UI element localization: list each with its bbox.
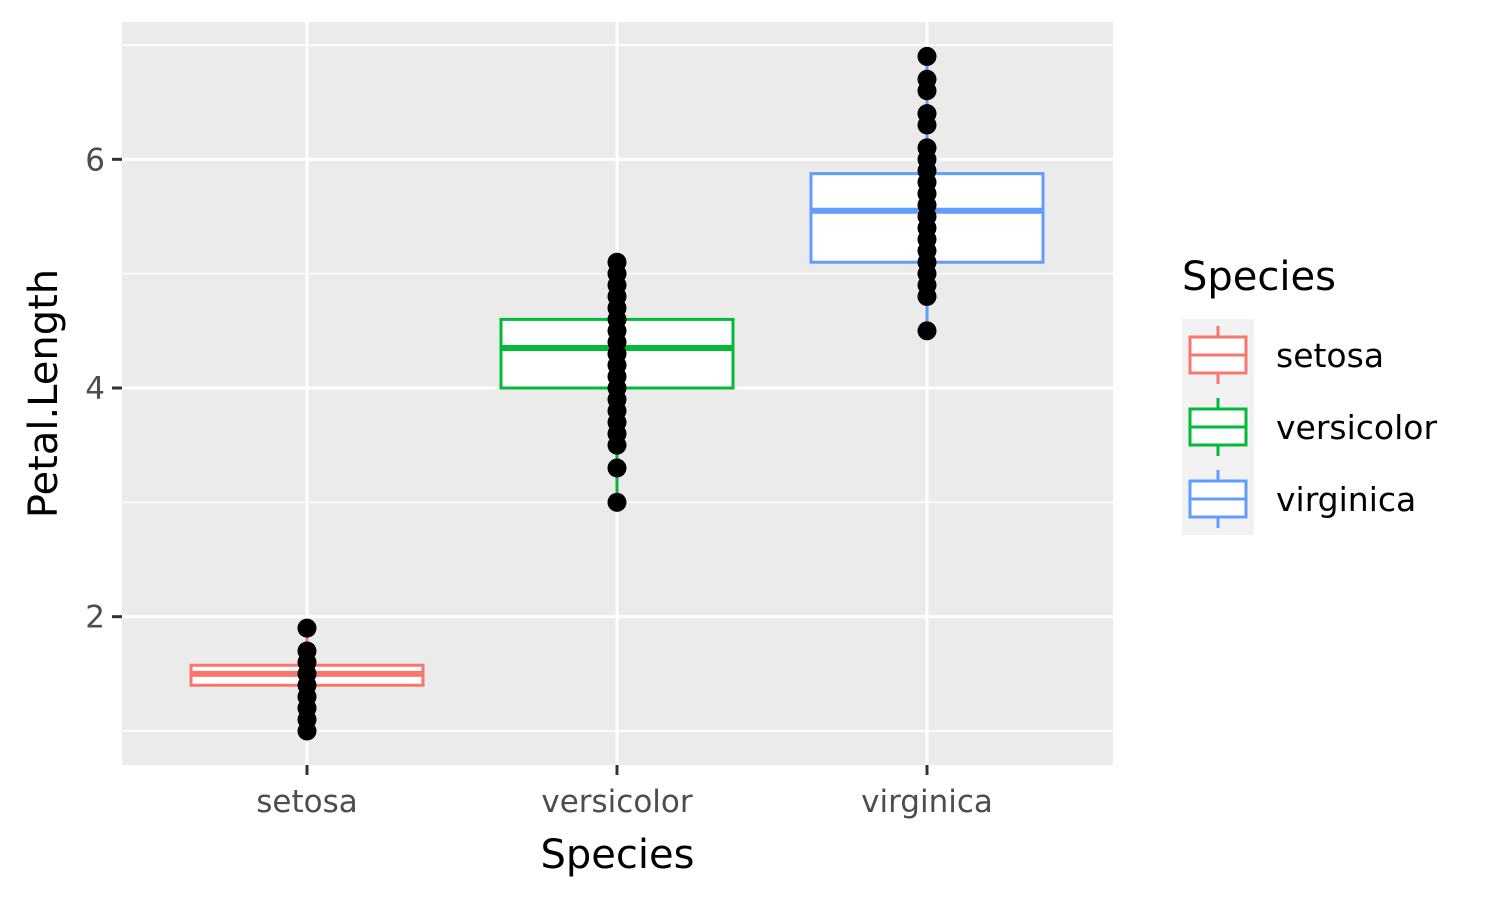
y-tick-label: 6 — [85, 142, 105, 178]
data-point-virginica — [917, 104, 937, 124]
x-axis-title: Species — [541, 832, 695, 878]
legend-label: virginica — [1276, 480, 1416, 519]
y-tick-label: 2 — [85, 600, 105, 636]
data-point-versicolor — [607, 458, 627, 478]
x-tick-label: setosa — [256, 784, 358, 820]
legend-item-setosa: setosa — [1182, 319, 1384, 391]
legend-item-versicolor: versicolor — [1182, 391, 1437, 463]
legend-label: setosa — [1276, 336, 1384, 375]
x-tick-label: versicolor — [541, 784, 693, 820]
y-axis: 2 4 6 — [85, 142, 122, 636]
x-axis: setosa versicolor virginica — [256, 765, 993, 820]
y-axis-title: Petal.Length — [21, 269, 67, 518]
data-point-setosa — [297, 641, 317, 661]
y-tick-label: 4 — [85, 371, 105, 407]
legend-keys: setosa versicolor virginica — [1182, 319, 1437, 535]
x-tick-label: virginica — [861, 784, 993, 820]
legend-item-virginica: virginica — [1182, 463, 1416, 535]
legend: Species setosa versicolor virginica — [1182, 254, 1437, 535]
data-point-virginica — [917, 321, 937, 341]
data-point-versicolor — [607, 252, 627, 272]
point-layer — [297, 46, 937, 741]
data-point-virginica — [917, 69, 937, 89]
legend-label: versicolor — [1276, 408, 1437, 447]
data-point-setosa — [297, 618, 317, 638]
data-point-virginica — [917, 46, 937, 66]
data-point-versicolor — [607, 492, 627, 512]
data-point-virginica — [917, 138, 937, 158]
legend-title: Species — [1182, 254, 1336, 300]
